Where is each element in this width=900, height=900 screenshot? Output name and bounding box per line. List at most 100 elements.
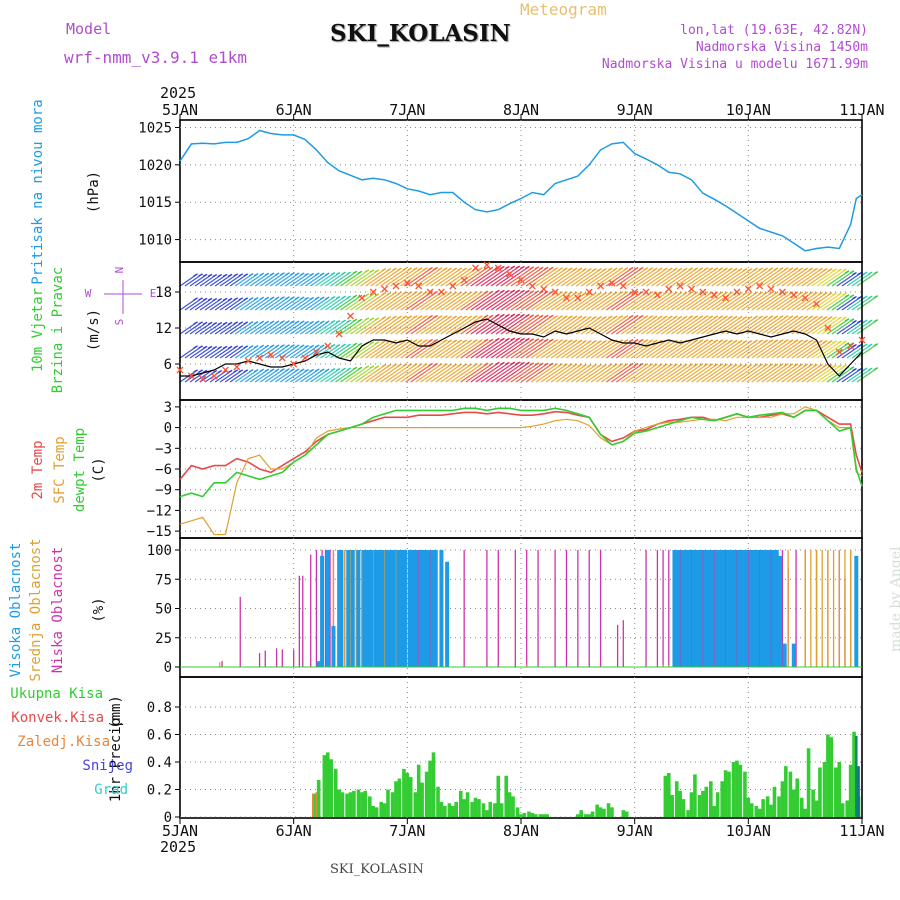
wind-barb bbox=[818, 339, 823, 343]
wind-barb bbox=[202, 345, 208, 349]
wind-barb bbox=[673, 267, 678, 271]
wind-barb bbox=[422, 363, 428, 367]
wind-barb bbox=[405, 363, 433, 383]
wind-barb bbox=[568, 267, 573, 271]
wind-barb bbox=[806, 340, 833, 359]
wind-barb bbox=[364, 293, 370, 297]
wind-barb bbox=[485, 313, 516, 335]
wind-barb bbox=[375, 363, 402, 383]
wind-barb bbox=[726, 340, 753, 359]
wind-barb bbox=[520, 290, 549, 311]
wind-barb bbox=[651, 291, 678, 311]
wind-barb bbox=[558, 315, 563, 319]
wind-barb bbox=[515, 313, 520, 317]
wind-barb bbox=[480, 361, 510, 383]
wind-barb bbox=[708, 339, 713, 343]
wind-barb bbox=[437, 315, 443, 319]
wind-barb bbox=[628, 290, 634, 295]
wind-barb bbox=[364, 269, 370, 273]
wind-axis-label: 10m Vjetar bbox=[30, 288, 46, 372]
wind-barb bbox=[538, 338, 544, 342]
wind-gust-marker bbox=[506, 270, 514, 278]
wind-barb bbox=[483, 266, 489, 270]
wind-barb bbox=[485, 289, 516, 311]
wind-barb bbox=[274, 296, 280, 300]
wind-barb bbox=[737, 363, 743, 367]
wind-barb bbox=[811, 340, 837, 359]
wind-barb bbox=[259, 368, 265, 372]
wind-barb bbox=[691, 315, 719, 335]
wind-barb bbox=[837, 316, 842, 320]
wind-barb bbox=[723, 291, 728, 295]
wind-gust-marker bbox=[642, 288, 650, 296]
wind-barb bbox=[485, 265, 516, 287]
wind-barb bbox=[703, 363, 709, 367]
wind-barb bbox=[470, 265, 500, 287]
wind-barb bbox=[473, 315, 478, 319]
wind-barb bbox=[415, 363, 443, 383]
wind-barb bbox=[761, 339, 789, 359]
wind-barb bbox=[545, 291, 573, 311]
wind-barb bbox=[681, 363, 709, 383]
x-tick-label-bottom: 11JAN bbox=[839, 822, 884, 840]
wind-barb bbox=[274, 368, 280, 372]
wind-barb bbox=[435, 363, 463, 383]
wind-barb bbox=[718, 267, 724, 271]
wind-barb bbox=[352, 366, 358, 370]
wind-barb bbox=[778, 267, 784, 271]
wind-barb bbox=[706, 267, 733, 287]
wind-barb bbox=[688, 315, 693, 319]
wind-barb bbox=[726, 292, 753, 311]
wind-barb bbox=[529, 290, 535, 294]
wind-barb bbox=[575, 364, 602, 383]
wind-barb bbox=[753, 315, 758, 319]
wind-barb bbox=[217, 322, 222, 326]
wind-barb bbox=[417, 291, 423, 295]
wind-barb bbox=[460, 362, 489, 383]
wind-barb bbox=[530, 315, 558, 335]
wind-barb bbox=[575, 316, 602, 335]
wind-barb bbox=[540, 315, 568, 335]
wind-barb bbox=[345, 365, 370, 383]
wind-barb bbox=[793, 363, 799, 367]
wind-barb bbox=[701, 339, 728, 359]
wind-barb bbox=[457, 267, 462, 271]
wind-barb bbox=[534, 362, 540, 366]
wind-gust-marker bbox=[278, 354, 286, 362]
wind-barb bbox=[721, 340, 748, 359]
wind-barb bbox=[633, 290, 639, 295]
wind-barb bbox=[783, 363, 789, 367]
wind-barb bbox=[816, 292, 842, 311]
wind-barb bbox=[369, 365, 375, 369]
wind-barb bbox=[721, 292, 748, 311]
wind-barb bbox=[355, 317, 380, 335]
wind-gust-marker bbox=[301, 354, 309, 362]
x-tick-label-bottom: 7JAN bbox=[389, 822, 425, 840]
wind-barb bbox=[563, 267, 568, 271]
wind-barb bbox=[535, 315, 563, 335]
wind-barb bbox=[821, 340, 847, 359]
wind-barb bbox=[646, 291, 673, 311]
wind-barb bbox=[352, 270, 358, 274]
wind-barb bbox=[264, 296, 270, 300]
wind-barb bbox=[842, 268, 847, 272]
wind-barb bbox=[478, 267, 483, 271]
wind-barb bbox=[207, 321, 213, 325]
wind-barb bbox=[816, 268, 842, 287]
wind-barb bbox=[643, 339, 649, 343]
wind-barb bbox=[425, 267, 452, 287]
wind-gust-marker bbox=[460, 276, 468, 284]
wind-barb bbox=[832, 268, 837, 272]
wind-barb bbox=[460, 338, 489, 359]
wind-barb bbox=[480, 265, 510, 287]
wind-barb bbox=[538, 362, 544, 366]
wind-barb bbox=[530, 339, 558, 359]
wind-barb bbox=[811, 268, 837, 287]
wind-barb bbox=[488, 266, 494, 270]
wind-barb bbox=[648, 267, 654, 271]
wind-barb bbox=[510, 313, 515, 317]
wind-barb bbox=[253, 273, 259, 277]
wind-barb bbox=[360, 316, 387, 335]
wind-barb bbox=[788, 315, 794, 319]
wind-barb bbox=[548, 338, 554, 342]
